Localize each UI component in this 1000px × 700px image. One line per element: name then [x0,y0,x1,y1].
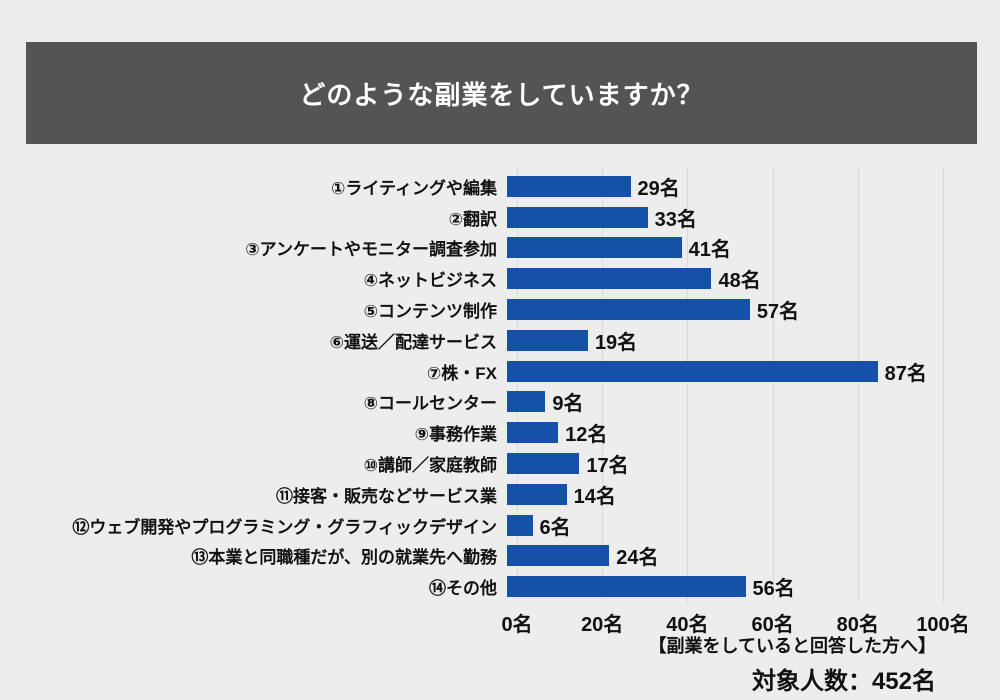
bar [507,206,648,228]
bar-area: 24名 [507,545,987,569]
bar-area: 12名 [507,422,987,446]
bar [507,514,533,536]
bar-area: 9名 [507,391,987,415]
value-label: 17名 [586,455,629,478]
value-label: 24名 [616,547,659,570]
bar [507,545,610,567]
bar-area: 48名 [507,268,987,292]
bar-area: 6名 [507,514,987,539]
bar-area: 41名 [507,237,987,261]
gridline [517,168,518,603]
footer: 【副業をしていると回答した方へ】 対象人数：452名 [649,632,936,696]
bar [507,237,682,259]
gridline [943,168,944,603]
bar [507,391,546,413]
category-label: ⑨事務作業 [414,425,497,445]
x-axis: 0名 20名 40名 60名 80名 100名 [501,608,969,636]
category-label: ⑤コンテンツ制作 [363,302,497,322]
bar-row: ⑬本業と同職種だが、別の就業先へ勤務 24名 [0,541,1000,572]
chart-title: どのような副業をしていますか？ [299,79,704,110]
category-label: ④ネットビジネス [363,271,497,291]
bar-area: 56名 [507,576,987,600]
x-tick-label: 20名 [581,614,624,636]
category-label: ⑪接客・販売などサービス業 [276,486,497,506]
value-label: 48名 [718,270,761,293]
value-label: 19名 [594,331,638,354]
category-label: ⑦株・FX [426,363,497,383]
category-label: ③アンケートやモニター調査参加 [245,240,497,260]
bar-area: 57名 [507,299,987,323]
gridline [772,168,774,603]
bar [507,360,878,382]
gridline [687,168,689,603]
bar [507,483,567,505]
bar-rows: ①ライティングや編集 29名 ②翻訳 33名 ③アンケートやモニター調査参加 41名 ④ネッ… [0,171,1000,602]
bar-area: 19名 [507,329,987,354]
x-tick-label: 60名 [751,614,794,636]
value-label: 12名 [565,424,608,447]
bar-area: 17名 [507,453,987,477]
bar [507,329,588,351]
bar-row: ⑤コンテンツ制作 57名 [0,294,1000,325]
bar [507,268,712,290]
value-label: 9名 [552,393,584,416]
value-label: 56名 [752,578,795,601]
bar-area: 14名 [507,483,987,508]
bar [507,576,746,598]
bar-row: ⑭その他 56名 [0,571,1000,602]
category-label: ⑫ウェブ開発やプログラミング・グラフィックデザイン [72,517,497,537]
value-label: 33名 [654,208,697,231]
bar-row: ⑫ウェブ開発やプログラミング・グラフィックデザイン 6名 [0,510,1000,541]
bar-row: ④ネットビジネス 48名 [0,263,1000,294]
value-label: 6名 [539,516,571,539]
category-label: ⑩講師／家庭教師 [363,456,497,476]
bar-row: ⑧コールセンター 9名 [0,387,1000,418]
value-label: 29名 [637,177,680,200]
footer-note: 【副業をしていると回答した方へ】 [648,636,936,656]
bar-chart: ①ライティングや編集 29名 ②翻訳 33名 ③アンケートやモニター調査参加 41名 ④ネッ… [0,168,1000,641]
bar-row: ⑥運送／配達サービス 19名 [0,325,1000,356]
x-tick-label: 100名 [916,614,970,636]
bar [507,422,559,444]
bar-row: ⑩講師／家庭教師 17名 [0,448,1000,479]
category-label: ⑭その他 [429,579,497,599]
footer-total: 対象人数：452名 [751,668,936,695]
category-label: ②翻訳 [448,209,497,229]
bar-row: ①ライティングや編集 29名 [0,171,1000,202]
x-tick-label: 80名 [836,614,879,636]
x-tick-label: 0名 [501,614,533,636]
bar [507,299,750,321]
x-tick-label: 40名 [666,614,709,636]
bar-row: ③アンケートやモニター調査参加 41名 [0,233,1000,264]
gridline [602,168,604,603]
category-label: ⑥運送／配達サービス [329,332,497,352]
gridline [857,168,859,603]
value-label: 57名 [756,301,800,324]
bar-area: 29名 [507,175,987,200]
category-label: ①ライティングや編集 [330,178,497,198]
category-label: ⑧コールセンター [363,394,497,414]
bar-area: 87名 [507,360,987,385]
bar [507,175,631,197]
value-label: 87名 [884,362,927,385]
bar-row: ②翻訳 33名 [0,202,1000,233]
title-banner: どのような副業をしていますか？ [26,42,977,144]
value-label: 41名 [688,239,731,262]
bar-row: ⑪接客・販売などサービス業 14名 [0,479,1000,510]
category-label: ⑬本業と同職種だが、別の就業先へ勤務 [191,548,497,568]
bar-area: 33名 [507,206,987,231]
bar [507,453,580,475]
value-label: 14名 [573,485,616,508]
bar-row: ⑦株・FX 87名 [0,356,1000,387]
bar-row: ⑨事務作業 12名 [0,417,1000,448]
gridlines [517,168,944,603]
